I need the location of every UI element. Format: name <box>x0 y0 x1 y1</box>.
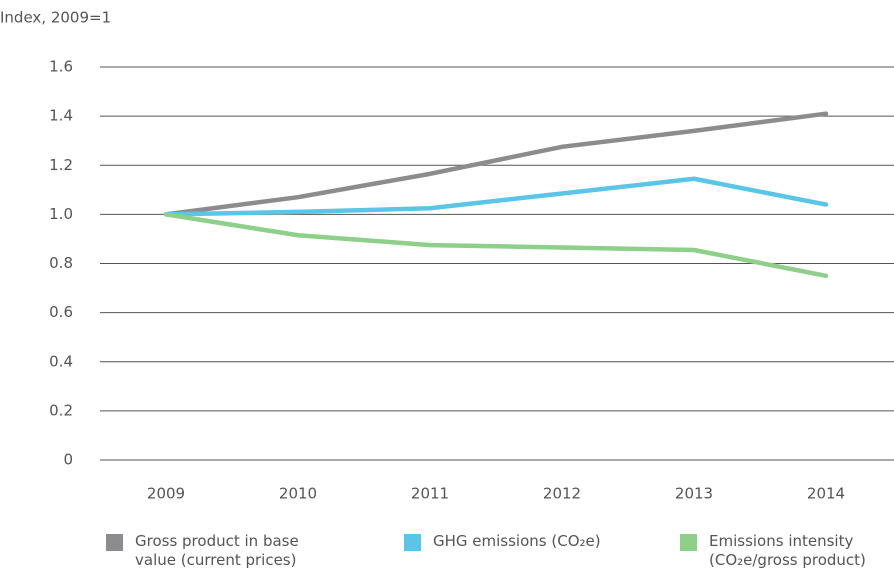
x-tick-label: 2009 <box>147 485 185 503</box>
legend-label: GHG emissions (CO₂e) <box>433 532 601 550</box>
legend-label: Emissions intensity (CO₂e/gross product) <box>709 532 866 569</box>
x-tick-label: 2010 <box>279 485 317 503</box>
series-line <box>163 176 829 217</box>
legend-swatch <box>404 534 421 551</box>
y-tick-label: 0.4 <box>49 352 73 370</box>
legend-item: Gross product in base value (current pri… <box>106 532 335 570</box>
x-tick-label: 2012 <box>543 485 581 503</box>
y-tick-label: 0.8 <box>49 254 73 272</box>
y-tick-label: 1.0 <box>49 205 73 223</box>
x-tick-label: 2011 <box>411 485 449 503</box>
legend-item: Emissions intensity (CO₂e/gross product) <box>680 532 887 570</box>
y-axis-label: Index, 2009=1 <box>0 9 111 27</box>
y-tick-label: 0 <box>63 451 73 469</box>
legend-swatch <box>106 534 123 551</box>
legend-swatch <box>680 534 697 551</box>
legend-item: GHG emissions (CO₂e) <box>404 532 601 551</box>
y-tick-label: 1.4 <box>49 107 73 125</box>
y-tick-label: 1.2 <box>49 156 73 174</box>
series-line <box>163 111 829 217</box>
x-tick-label: 2013 <box>675 485 713 503</box>
y-tick-label: 0.6 <box>49 303 73 321</box>
legend-label: Gross product in base value (current pri… <box>135 532 299 569</box>
x-tick-label: 2014 <box>807 485 845 503</box>
y-tick-label: 1.6 <box>49 58 73 76</box>
series-line <box>163 212 829 279</box>
y-tick-label: 0.2 <box>49 401 73 419</box>
